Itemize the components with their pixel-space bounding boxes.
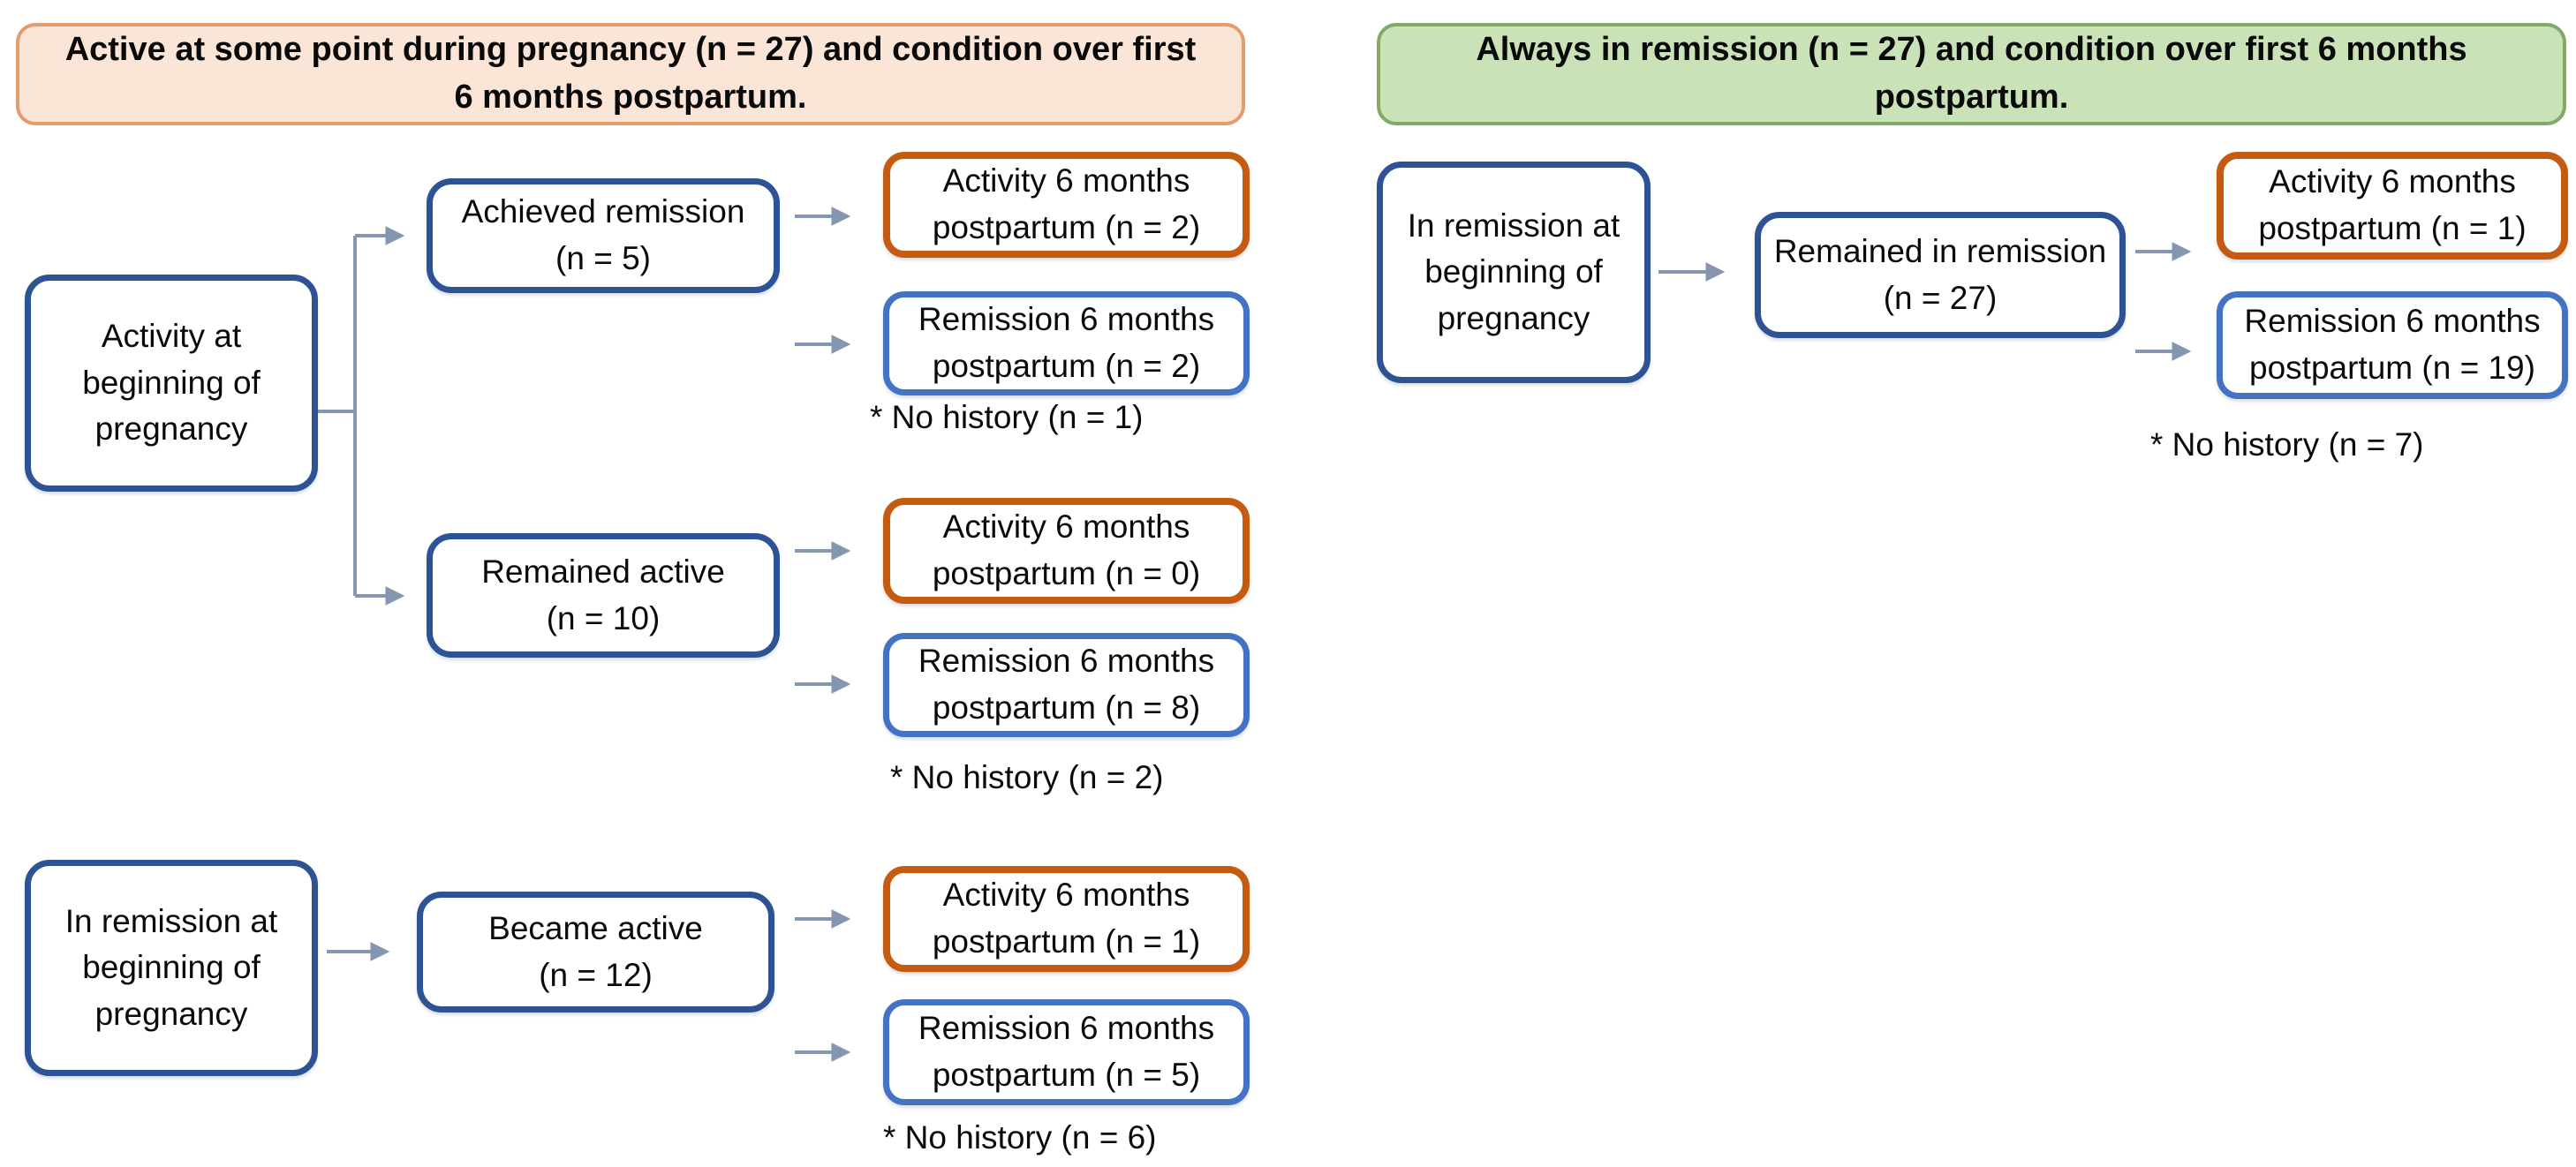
node-activity-pp-d: Activity 6 months postpartum (n = 1) [2217, 152, 2568, 260]
node-remission-pp-d: Remission 6 months postpartum (n = 19) [2217, 291, 2568, 399]
panel-left-header: Active at some point during pregnancy (n… [16, 23, 1245, 125]
node-remained-active: Remained active (n = 10) [427, 533, 780, 658]
node-in-remission-start-right: In remission at beginning of pregnancy [1377, 162, 1651, 383]
panel-right-header: Always in remission (n = 27) and conditi… [1377, 23, 2566, 125]
note-no-history-a: * No history (n = 1) [870, 399, 1144, 435]
node-remission-pp-c: Remission 6 months postpartum (n = 5) [883, 999, 1250, 1105]
node-activity-pp-a: Activity 6 months postpartum (n = 2) [883, 152, 1250, 258]
node-in-remission-start-left: In remission at beginning of pregnancy [25, 860, 318, 1076]
node-activity-start: Activity at beginning of pregnancy [25, 275, 318, 492]
note-no-history-b: * No history (n = 2) [890, 759, 1164, 795]
node-remission-pp-b: Remission 6 months postpartum (n = 8) [883, 633, 1250, 737]
note-no-history-d: * No history (n = 7) [2150, 426, 2424, 463]
node-activity-pp-b: Activity 6 months postpartum (n = 0) [883, 498, 1250, 604]
node-became-active: Became active (n = 12) [417, 892, 774, 1013]
node-remained-in-remission: Remained in remission (n = 27) [1755, 212, 2126, 338]
node-activity-pp-c: Activity 6 months postpartum (n = 1) [883, 866, 1250, 972]
node-achieved-remission: Achieved remission (n = 5) [427, 178, 780, 293]
node-remission-pp-a: Remission 6 months postpartum (n = 2) [883, 291, 1250, 395]
note-no-history-c: * No history (n = 6) [883, 1119, 1157, 1156]
